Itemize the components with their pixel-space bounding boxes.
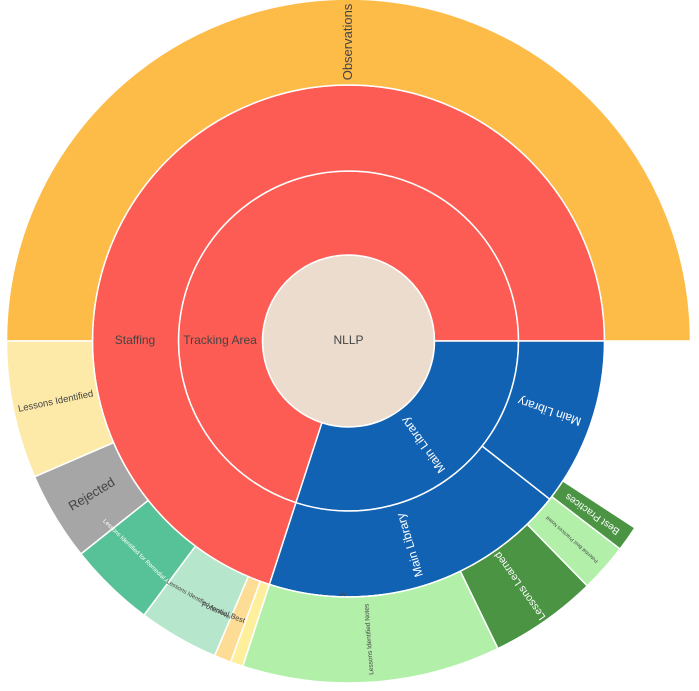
ring1-label-tracking-area: Tracking Area	[183, 333, 257, 347]
ring3-label-lessons-identified-notes: Lessons Identified Notes	[363, 603, 375, 675]
ring3-segment-best-practices[interactable]	[550, 479, 636, 550]
ring2-label-staffing: Staffing	[115, 333, 155, 347]
ring3-label-observations: Observations	[340, 3, 355, 80]
root-label: NLLP	[333, 333, 363, 347]
ring3-segment-observations[interactable]	[5, 0, 692, 342]
